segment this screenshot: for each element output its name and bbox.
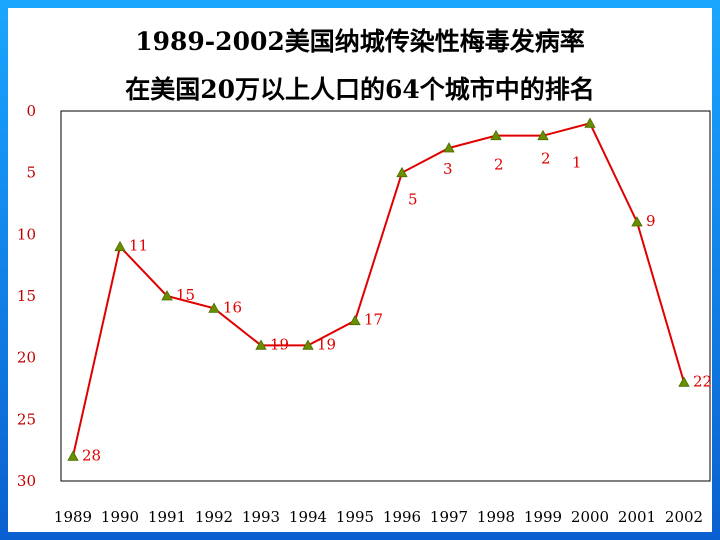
data-label: 19 <box>270 335 289 353</box>
data-label: 2 <box>494 156 504 174</box>
x-tick-label: 1996 <box>383 508 421 526</box>
x-tick-label: 1993 <box>242 508 280 526</box>
y-tick-label: 20 <box>17 349 36 367</box>
plot-area-border <box>60 110 711 482</box>
y-tick-label: 25 <box>17 410 36 428</box>
data-point-marker <box>631 216 643 227</box>
x-tick-label: 1999 <box>524 508 562 526</box>
x-tick-label: 2001 <box>618 508 656 526</box>
data-label: 16 <box>223 298 242 316</box>
series-line <box>72 122 685 457</box>
data-point-marker <box>161 290 173 301</box>
data-point-marker <box>255 339 267 350</box>
data-label: 5 <box>408 191 418 209</box>
x-tick-label: 1989 <box>54 508 92 526</box>
chart-title-line2: 在美国20万以上人口的64个城市中的排名 <box>125 75 595 104</box>
x-tick-label: 1998 <box>477 508 515 526</box>
x-tick-label: 1990 <box>101 508 139 526</box>
data-label: 15 <box>176 286 195 304</box>
x-tick-label: 2002 <box>665 508 703 526</box>
y-tick-label: 15 <box>17 287 36 305</box>
data-label: 19 <box>317 335 336 353</box>
series-markers <box>67 117 690 461</box>
data-point-marker <box>208 302 220 313</box>
data-point-marker <box>302 339 314 350</box>
y-tick-label: 5 <box>26 164 36 182</box>
data-label: 22 <box>693 372 712 390</box>
x-axis: 1989 1990 1991 1992 1993 1994 1995 1996 1997 1998… <box>54 508 703 526</box>
data-point-marker <box>490 129 502 141</box>
chart-panel: 1989-2002美国纳城传染性梅毒发病率 在美国20万以上人口的64个城市中的… <box>8 8 712 532</box>
x-tick-label: 1991 <box>148 508 186 526</box>
y-tick-label: 30 <box>17 472 36 490</box>
y-tick-label: 10 <box>17 225 36 243</box>
data-point-marker <box>396 166 408 178</box>
chart-title-line1: 1989-2002美国纳城传染性梅毒发病率 <box>135 27 585 56</box>
data-point-marker <box>114 240 126 252</box>
data-point-marker <box>584 117 596 128</box>
data-label: 11 <box>129 237 148 255</box>
y-tick-label: 0 <box>26 102 36 120</box>
data-point-marker <box>67 450 79 461</box>
data-label: 9 <box>646 212 656 230</box>
data-label: 1 <box>572 153 582 171</box>
data-point-marker <box>678 376 690 387</box>
y-axis: 0 5 10 15 20 25 30 <box>17 102 36 490</box>
data-label: 17 <box>364 311 383 329</box>
data-point-marker <box>349 314 361 326</box>
x-tick-label: 1997 <box>430 508 468 526</box>
x-tick-label: 1992 <box>195 508 233 526</box>
x-tick-label: 1995 <box>336 508 374 526</box>
data-label: 2 <box>541 150 551 168</box>
data-point-marker <box>537 129 549 141</box>
x-tick-label: 2000 <box>571 508 609 526</box>
data-point-marker <box>443 142 455 153</box>
data-label: 28 <box>82 446 101 464</box>
ranking-line-chart: 1989-2002美国纳城传染性梅毒发病率 在美国20万以上人口的64个城市中的… <box>17 27 712 526</box>
data-label: 3 <box>443 160 453 178</box>
x-tick-label: 1994 <box>289 508 327 526</box>
